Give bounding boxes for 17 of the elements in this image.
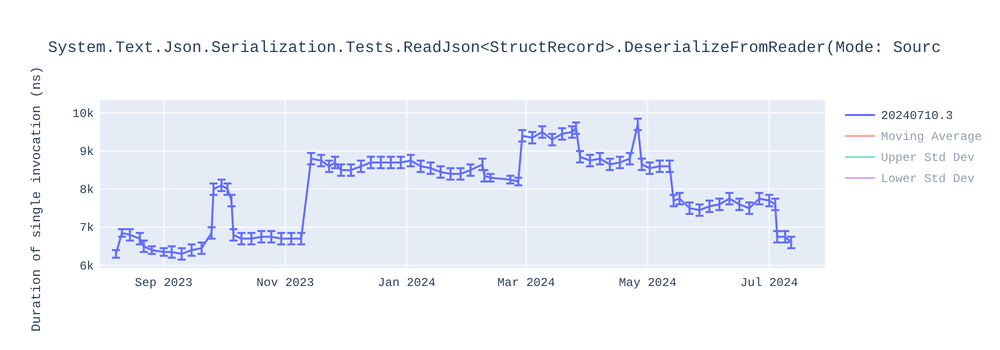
y-tick-label: 10k (72, 106, 94, 121)
y-axis-title: Duration of single invocation (ns) (29, 66, 44, 332)
x-tick-label: Nov 2023 (256, 276, 314, 290)
x-tick-label: Sep 2023 (134, 276, 193, 290)
y-tick-label: 6k (80, 259, 94, 274)
legend-label: Upper Std Dev (881, 151, 975, 165)
x-tick-label: Jul 2024 (740, 276, 798, 290)
y-tick-label: 7k (80, 221, 94, 236)
x-tick-label: Jan 2024 (378, 276, 436, 290)
legend-label: Lower Std Dev (881, 172, 975, 186)
y-tick-label: 8k (80, 183, 94, 198)
x-tick-label: Mar 2024 (497, 276, 556, 290)
legend-label: 20240710.3 (881, 109, 954, 123)
legend-label: Moving Average (881, 130, 982, 144)
y-tick-label: 9k (80, 145, 94, 160)
chart-title: System.Text.Json.Serialization.Tests.ReadJson<StructRecord>.DeserializeFromReader(Mode: Sourc (48, 39, 941, 57)
x-tick-label: May 2024 (618, 276, 677, 290)
